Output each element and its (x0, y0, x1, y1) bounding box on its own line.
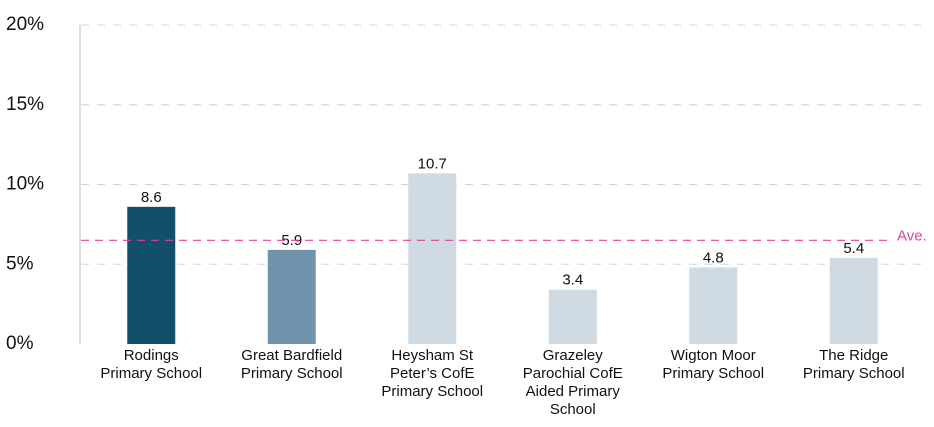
bar (408, 173, 457, 344)
bar (829, 257, 878, 344)
data-label: 10.7 (418, 155, 447, 172)
x-tick-label: The Ridge Primary School (802, 347, 905, 382)
x-tick-label: Grazeley Parochial CofE Aided Primary Sc… (522, 347, 623, 418)
x-tick-label: Great Bardfield Primary School (240, 347, 343, 382)
data-label: 3.4 (562, 272, 583, 289)
x-tick-label: Heysham St Peter’s CofE Primary School (381, 347, 484, 400)
x-tick-label: Wigton Moor Primary School (662, 347, 765, 382)
y-tick-label: 5% (6, 253, 34, 274)
y-tick-label: 20% (6, 14, 44, 35)
data-label: 4.8 (703, 249, 724, 266)
data-label: 5.4 (843, 240, 864, 257)
bar (267, 249, 316, 344)
bar (689, 267, 738, 344)
data-label: 8.6 (141, 189, 162, 206)
y-tick-label: 10% (6, 174, 44, 195)
x-tick-label: Rodings Primary School (100, 347, 203, 382)
y-tick-label: 0% (6, 333, 34, 354)
y-tick-label: 15% (6, 94, 44, 115)
bar (548, 289, 597, 344)
average-label: Ave. (897, 227, 927, 244)
bar (127, 206, 176, 344)
